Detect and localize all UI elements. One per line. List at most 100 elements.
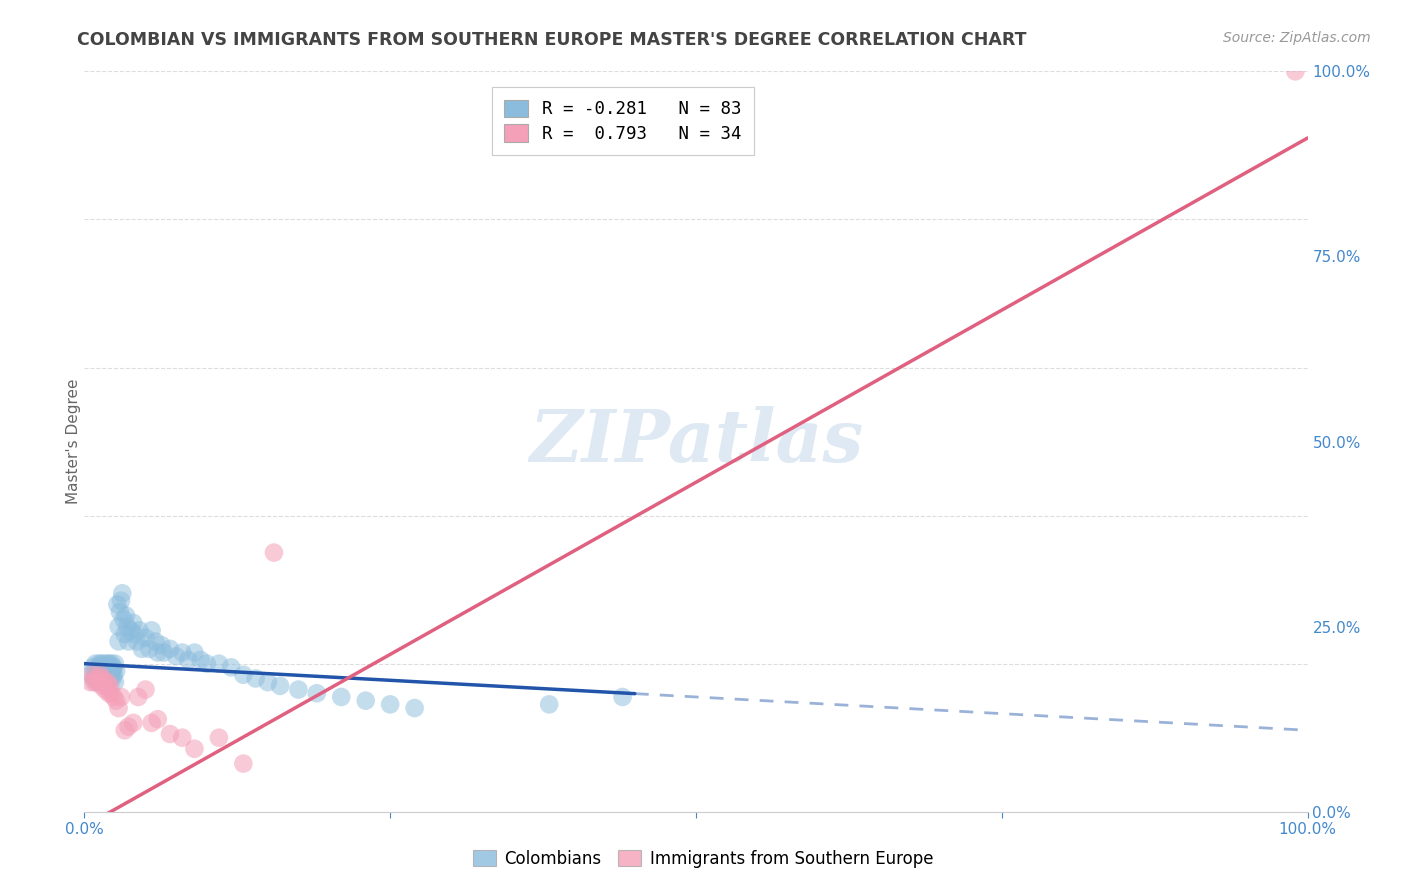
Point: [114, 627, 136, 641]
Point: [257, 675, 280, 690]
Point: [107, 701, 129, 715]
Point: [100, 667, 122, 681]
Point: [93, 675, 115, 690]
Point: [141, 624, 163, 638]
Point: [612, 690, 634, 704]
Point: [105, 664, 128, 678]
Point: [103, 660, 125, 674]
Point: [287, 682, 309, 697]
Point: [97, 657, 120, 671]
Point: [96, 667, 118, 681]
Point: [83, 672, 105, 686]
Point: [89, 660, 111, 674]
Point: [87, 675, 110, 690]
Point: [82, 667, 104, 681]
Point: [91, 667, 114, 681]
Point: [135, 631, 157, 645]
Point: [87, 660, 110, 674]
Point: [117, 634, 139, 648]
Point: [219, 660, 242, 674]
Point: [87, 672, 110, 686]
Point: [183, 646, 205, 660]
Point: [91, 675, 114, 690]
Point: [146, 646, 169, 660]
Point: [86, 672, 108, 686]
Point: [84, 657, 107, 671]
Point: [97, 675, 120, 690]
Point: [127, 690, 149, 704]
Point: [538, 698, 561, 712]
Point: [107, 634, 129, 648]
Point: [97, 660, 120, 674]
Point: [354, 694, 377, 708]
Point: [90, 679, 112, 693]
Point: [117, 720, 139, 734]
Point: [159, 641, 181, 656]
Point: [128, 624, 150, 638]
Point: [114, 723, 136, 738]
Text: COLOMBIAN VS IMMIGRANTS FROM SOUTHERN EUROPE MASTER'S DEGREE CORRELATION CHART: COLOMBIAN VS IMMIGRANTS FROM SOUTHERN EU…: [77, 31, 1026, 49]
Point: [96, 679, 118, 693]
Point: [100, 686, 122, 700]
Point: [146, 712, 169, 726]
Point: [177, 653, 200, 667]
Point: [101, 672, 124, 686]
Point: [86, 675, 108, 690]
Point: [153, 646, 176, 660]
Point: [97, 675, 120, 690]
Point: [89, 667, 111, 681]
Point: [104, 675, 127, 690]
Point: [98, 679, 121, 693]
Point: [110, 593, 132, 607]
Point: [232, 667, 254, 681]
Point: [1284, 64, 1306, 78]
Point: [232, 756, 254, 771]
Point: [110, 690, 132, 704]
Point: [97, 686, 120, 700]
Point: [96, 660, 118, 674]
Point: [108, 605, 131, 619]
Point: [104, 657, 127, 671]
Point: [91, 660, 114, 674]
Point: [100, 657, 122, 671]
Point: [122, 615, 145, 630]
Point: [263, 546, 285, 560]
Point: [195, 657, 218, 671]
Point: [190, 653, 212, 667]
Point: [90, 672, 112, 686]
Point: [87, 657, 110, 671]
Point: [98, 672, 121, 686]
Point: [105, 694, 128, 708]
Point: [93, 667, 115, 681]
Point: [94, 664, 117, 678]
Point: [131, 641, 153, 656]
Point: [98, 660, 121, 674]
Point: [89, 667, 111, 681]
Point: [112, 612, 135, 626]
Point: [115, 608, 138, 623]
Point: [107, 619, 129, 633]
Point: [124, 627, 146, 641]
Point: [101, 664, 124, 678]
Point: [305, 686, 328, 700]
Point: [91, 672, 114, 686]
Point: [79, 675, 101, 690]
Point: [103, 667, 125, 681]
Point: [159, 727, 181, 741]
Point: [122, 715, 145, 730]
Point: [103, 690, 125, 704]
Point: [105, 598, 128, 612]
Point: [97, 667, 120, 681]
Point: [269, 679, 291, 693]
Point: [94, 682, 117, 697]
Legend: R = -0.281   N = 83, R =  0.793   N = 34: R = -0.281 N = 83, R = 0.793 N = 34: [492, 87, 754, 155]
Point: [94, 672, 117, 686]
Point: [120, 624, 142, 638]
Text: Source: ZipAtlas.com: Source: ZipAtlas.com: [1223, 31, 1371, 45]
Point: [172, 646, 194, 660]
Point: [380, 698, 402, 712]
Point: [97, 657, 120, 671]
Text: ZIPatlas: ZIPatlas: [529, 406, 863, 477]
Point: [135, 682, 157, 697]
Point: [125, 634, 148, 648]
